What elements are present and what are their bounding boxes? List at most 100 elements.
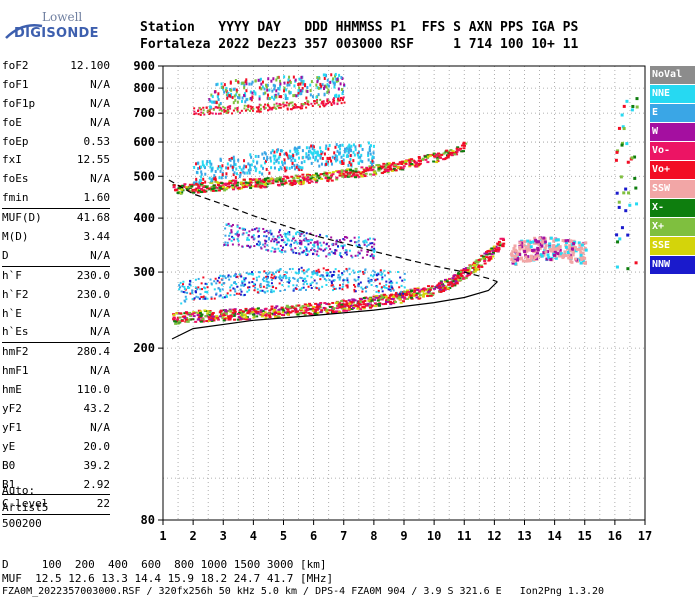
echo-point [338, 151, 341, 155]
legend-item: NNW [650, 256, 695, 274]
echo-point [511, 250, 515, 254]
echo-point [358, 303, 362, 306]
echo-point [532, 258, 536, 262]
echo-point [351, 298, 355, 301]
echo-point [355, 244, 358, 247]
echo-point [348, 302, 352, 305]
echo-point [202, 106, 205, 109]
echo-point [412, 159, 416, 162]
echo-point [374, 173, 378, 176]
echo-point [229, 158, 232, 162]
echo-point [349, 304, 353, 307]
echo-point [331, 243, 334, 246]
echo-point [329, 80, 332, 84]
echo-point [316, 86, 319, 90]
echo-point [198, 181, 201, 185]
echo-point [211, 189, 215, 192]
echo-point [303, 272, 306, 275]
echo-point [415, 165, 419, 168]
echo-point [322, 104, 325, 107]
echo-point [492, 245, 496, 248]
echo-point [435, 161, 439, 164]
echo-point [326, 90, 329, 94]
echo-point [378, 282, 381, 285]
echo-point [542, 253, 546, 257]
echo-point [373, 247, 376, 250]
echo-point [552, 239, 556, 243]
echo-point [350, 163, 353, 167]
echo-point [269, 159, 272, 163]
param-row: yE 20.0 [2, 438, 110, 457]
echo-point [247, 104, 250, 107]
echo-point [359, 159, 362, 163]
echo-point [357, 153, 360, 157]
echo-point [285, 166, 288, 170]
x-tick-label: 14 [547, 529, 561, 543]
echo-point [231, 96, 234, 100]
echo-point [328, 101, 331, 104]
echo-point [316, 78, 319, 82]
echo-point [305, 280, 308, 283]
echo-point [409, 296, 413, 299]
echo-point [332, 274, 335, 277]
echo-point [375, 164, 379, 167]
echo-point [410, 158, 414, 161]
echo-point [512, 257, 516, 261]
echo-point [220, 182, 224, 185]
echo-point [360, 153, 363, 157]
echo-point [581, 251, 585, 255]
echo-point [544, 250, 548, 254]
echo-point [254, 286, 257, 289]
echo-point [274, 84, 277, 88]
echo-point [307, 243, 310, 246]
echo-point [551, 246, 555, 250]
echo-point [438, 288, 442, 291]
echo-point [399, 161, 403, 164]
echo-point [279, 268, 282, 271]
echo-point [327, 99, 330, 102]
echo-point [299, 288, 302, 291]
echo-point [457, 149, 461, 152]
echo-point [201, 160, 204, 164]
echo-point [319, 278, 322, 281]
echo-point [396, 166, 400, 169]
echo-point [326, 156, 329, 160]
echo-point [323, 302, 327, 305]
echo-point [208, 110, 211, 113]
echo-point [338, 310, 342, 313]
echo-point [285, 304, 289, 307]
echo-point [305, 308, 309, 311]
echo-point [277, 156, 280, 160]
echo-point [288, 239, 291, 242]
echo-point [307, 153, 310, 157]
echo-point [245, 183, 249, 186]
echo-point [321, 150, 324, 154]
echo-point [249, 187, 253, 190]
echo-point [564, 244, 568, 248]
echo-point [292, 154, 295, 158]
echo-point [286, 83, 289, 87]
param-name: B0 [2, 458, 16, 472]
echo-point [199, 166, 202, 170]
echo-point [369, 242, 372, 245]
echo-point [497, 240, 501, 243]
echo-point [369, 149, 372, 153]
echo-point [264, 314, 268, 317]
echo-point [283, 166, 286, 170]
echo-point [321, 173, 325, 176]
echo-point [414, 161, 418, 164]
echo-point [499, 237, 503, 240]
echo-point [363, 299, 367, 302]
echo-point [292, 156, 295, 160]
echo-point [498, 242, 502, 245]
echo-point [241, 280, 244, 283]
echo-point [224, 309, 228, 312]
echo-point [261, 289, 264, 292]
echo-point [226, 244, 229, 247]
echo-point [313, 100, 316, 103]
echo-point [277, 270, 280, 273]
echo-point [377, 303, 381, 306]
legend-item: Vo+ [650, 161, 695, 179]
echo-point [182, 291, 185, 294]
echo-point [254, 183, 258, 186]
